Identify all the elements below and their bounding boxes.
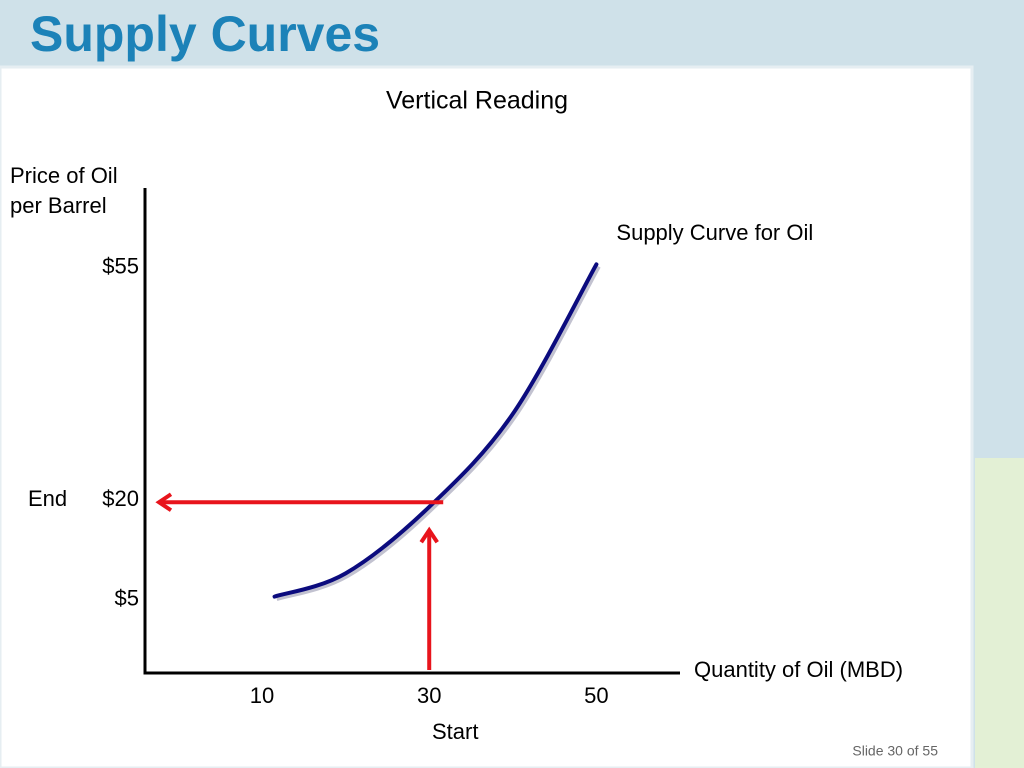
start-label: Start [432, 719, 478, 744]
series-label: Supply Curve for Oil [616, 220, 813, 245]
background-accent [975, 458, 1024, 768]
slide-number: Slide 30 of 55 [852, 743, 938, 759]
x-tick-label: 50 [584, 683, 608, 708]
line [272, 262, 599, 599]
y-tick-label: $20 [102, 486, 139, 511]
y-tick-label: $55 [102, 254, 139, 279]
chart-title: Vertical Reading [386, 87, 568, 115]
arrow-head [155, 492, 173, 512]
x-axis-label: Quantity of Oil (MBD) [694, 657, 903, 682]
y-axis-label: Price of Oil per Barrel [10, 163, 118, 218]
y-tick-label: $5 [115, 586, 139, 611]
slide-title: Supply Curves [30, 6, 380, 62]
content-panel [0, 65, 974, 768]
end-label: End [28, 486, 67, 511]
arrow-head [419, 526, 439, 544]
line-shadow [275, 265, 601, 601]
x-tick-label: 30 [417, 683, 441, 708]
x-tick-label: 10 [250, 683, 274, 708]
